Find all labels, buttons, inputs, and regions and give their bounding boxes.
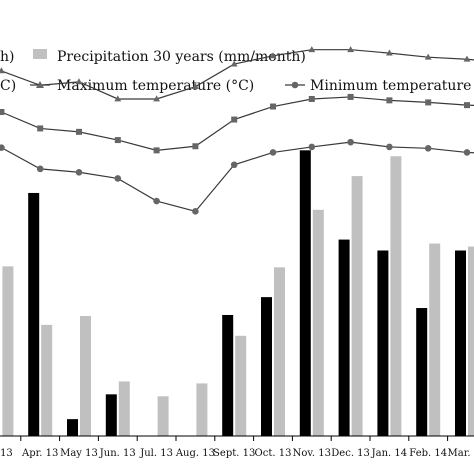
bar-precipitation-current-dec-13 <box>338 239 350 436</box>
marker-minimum-temperature-c-nov-13 <box>308 143 316 151</box>
bar-precipitation-current-jun-13 <box>105 394 117 436</box>
marker-maximum-temperature-c-sept-13 <box>230 60 238 67</box>
x-tick-label-aug-13: Aug. 13 <box>175 448 215 459</box>
marker-minimum-temperature-c-sept-13 <box>230 161 238 169</box>
bar-precipitation-current-sept-13 <box>222 314 234 436</box>
line-maximum-temperature-c <box>1 49 474 100</box>
x-tick-label-mar-13: r. 13 <box>0 448 13 459</box>
marker-maximum-temperature-c-nov-13 <box>308 46 316 53</box>
marker-maximum-temperature-c-aug-13 <box>192 83 199 90</box>
marker-maximum-temperature-c-mar-13 <box>0 67 5 74</box>
marker-maximum-temperature-c-oct-13 <box>269 52 277 59</box>
x-tick-label-feb-14: Feb. 14 <box>409 448 447 459</box>
legend-marker-min-temp <box>291 81 299 89</box>
bar-precipitation-30-years-mm-month-feb-14 <box>429 243 441 436</box>
bar-precipitation-30-years-mm-month-aug-13 <box>196 383 208 436</box>
bar-precipitation-30-years-mm-month-sept-13 <box>235 335 247 436</box>
bar-precipitation-30-years-mm-month-apr-13 <box>41 324 53 436</box>
legend-label-max-temp: Maximum temperature (°C) <box>57 78 254 94</box>
legend: h) Precipitation 30 years (mm/month) C) … <box>0 49 474 94</box>
marker-maximum-temperature-c-apr-13 <box>36 81 44 88</box>
marker-mean-temperature-feb-14 <box>425 99 432 106</box>
bar-precipitation-current-jan-14 <box>377 250 389 436</box>
legend-label-min-temp: Minimum temperature (°C <box>310 78 474 94</box>
bar-precipitation-30-years-mm-month-may-13 <box>80 315 91 436</box>
legend-label-current-precip: h) <box>0 49 14 65</box>
marker-minimum-temperature-c-mar-13 <box>0 144 5 151</box>
x-tick-label-nov-13: Nov. 13 <box>293 448 331 459</box>
x-tick-label-apr-13: Apr. 13 <box>21 448 58 459</box>
marker-minimum-temperature-c-dec-13 <box>347 138 354 146</box>
bar-precipitation-30-years-mm-month-mar-13 <box>2 266 14 436</box>
line-mean-temperature <box>1 96 474 151</box>
x-tick-label-jan-14: Jan. 14 <box>371 448 408 459</box>
x-tick-label-mar-14: Mar. 14 <box>448 448 474 459</box>
bar-precipitation-current-may-13 <box>67 419 78 436</box>
x-tick-label-may-13: May 13 <box>60 448 98 459</box>
bar-precipitation-current-oct-13 <box>261 297 272 436</box>
x-tick-label-sept-13: Sept. 13 <box>213 448 255 459</box>
marker-maximum-temperature-c-feb-14 <box>424 53 432 60</box>
marker-maximum-temperature-c-may-13 <box>75 78 83 85</box>
x-tick-label-dec-13: Dec. 13 <box>331 448 370 459</box>
marker-minimum-temperature-c-aug-13 <box>192 208 199 215</box>
bar-precipitation-current-nov-13 <box>299 150 311 436</box>
marker-mean-temperature-jul-13 <box>153 147 160 154</box>
marker-minimum-temperature-c-jun-13 <box>114 175 122 182</box>
bar-precipitation-30-years-mm-month-jul-13 <box>157 396 169 436</box>
marker-maximum-temperature-c-jan-14 <box>386 49 393 56</box>
bar-precipitation-30-years-mm-month-jan-14 <box>390 156 402 437</box>
x-tick-label-jun-13: Jun. 13 <box>99 448 136 459</box>
bar-precipitation-current-apr-13 <box>28 192 40 436</box>
marker-minimum-temperature-c-mar-14 <box>463 149 471 156</box>
marker-mean-temperature-dec-13 <box>347 93 354 100</box>
marker-maximum-temperature-c-jul-13 <box>153 95 160 102</box>
marker-maximum-temperature-c-jun-13 <box>114 95 122 102</box>
marker-mean-temperature-jun-13 <box>114 137 121 144</box>
plot-area <box>0 46 474 437</box>
legend-label-mean-temp: C) <box>0 78 16 94</box>
marker-minimum-temperature-c-oct-13 <box>269 149 277 156</box>
marker-minimum-temperature-c-jan-14 <box>386 143 393 151</box>
marker-minimum-temperature-c-feb-14 <box>424 145 432 152</box>
bar-precipitation-30-years-mm-month-jun-13 <box>118 381 130 436</box>
bar-precipitation-30-years-mm-month-dec-13 <box>351 176 363 436</box>
marker-mean-temperature-jan-14 <box>386 97 393 104</box>
marker-minimum-temperature-c-jul-13 <box>153 197 160 205</box>
marker-mean-temperature-mar-13 <box>0 109 5 115</box>
marker-mean-temperature-mar-14 <box>464 102 470 109</box>
marker-maximum-temperature-c-mar-14 <box>463 55 471 62</box>
marker-mean-temperature-aug-13 <box>192 143 199 150</box>
bar-precipitation-30-years-mm-month-mar-14 <box>468 246 474 436</box>
legend-label-30yr-precip: Precipitation 30 years (mm/month) <box>57 49 306 65</box>
marker-maximum-temperature-c-dec-13 <box>347 46 354 53</box>
bar-precipitation-current-mar-14 <box>455 250 466 436</box>
marker-mean-temperature-nov-13 <box>308 95 315 102</box>
marker-mean-temperature-sept-13 <box>231 116 238 123</box>
bar-precipitation-30-years-mm-month-nov-13 <box>312 209 324 436</box>
x-tick-label-jul-13: Jul. 13 <box>139 448 173 459</box>
legend-swatch-30yr-precip <box>33 49 47 59</box>
marker-mean-temperature-oct-13 <box>270 103 276 110</box>
marker-minimum-temperature-c-may-13 <box>75 168 83 176</box>
line-minimum-temperature-c <box>1 141 474 213</box>
bar-precipitation-current-feb-14 <box>416 308 428 436</box>
x-tick-label-oct-13: Oct. 13 <box>255 448 292 459</box>
marker-mean-temperature-apr-13 <box>37 125 44 132</box>
marker-minimum-temperature-c-apr-13 <box>36 165 44 173</box>
bar-precipitation-30-years-mm-month-oct-13 <box>274 267 285 436</box>
marker-mean-temperature-may-13 <box>76 128 82 135</box>
